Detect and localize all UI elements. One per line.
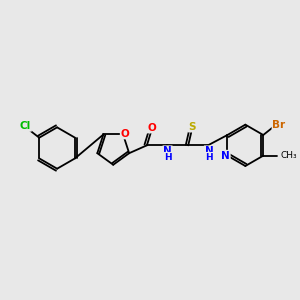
Text: O: O: [121, 128, 129, 139]
Text: N: N: [221, 151, 230, 161]
Text: Cl: Cl: [20, 121, 31, 131]
Text: S: S: [188, 122, 196, 132]
Text: Br: Br: [272, 120, 286, 130]
Text: CH₃: CH₃: [281, 151, 298, 160]
Text: N: N: [205, 146, 213, 156]
Text: H: H: [205, 153, 213, 162]
Text: O: O: [147, 123, 156, 133]
Text: N: N: [163, 146, 172, 156]
Text: H: H: [164, 153, 171, 162]
